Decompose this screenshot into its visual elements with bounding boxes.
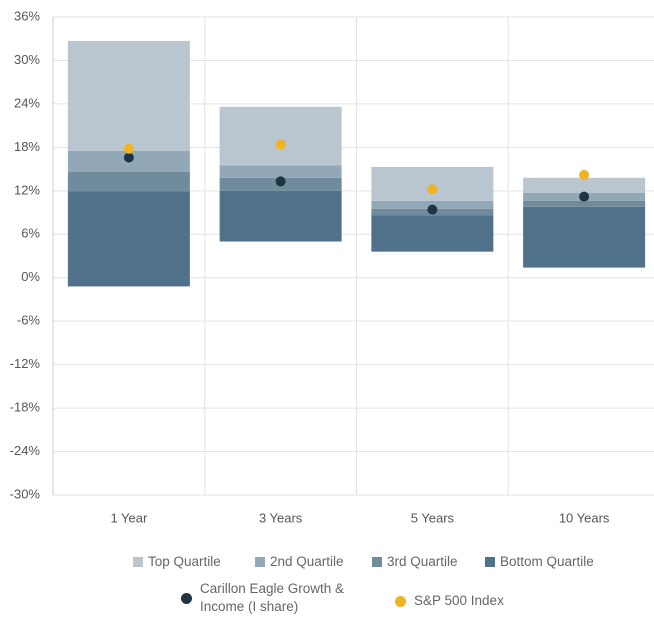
bar-segment bbox=[67, 191, 190, 287]
legend-item: Carillon Eagle Growth & Income (I share) bbox=[181, 580, 360, 616]
y-tick-label: -24% bbox=[10, 443, 41, 458]
bar-segment bbox=[219, 106, 342, 166]
legend-swatch bbox=[181, 592, 192, 604]
y-tick-label: 6% bbox=[21, 226, 40, 241]
bar-segment bbox=[371, 166, 494, 201]
point bbox=[579, 191, 590, 202]
legend-label: 2nd Quartile bbox=[270, 554, 344, 569]
y-tick-label: 30% bbox=[14, 52, 40, 67]
point bbox=[427, 184, 438, 195]
y-tick-label: -12% bbox=[10, 356, 41, 371]
legend-item: 2nd Quartile bbox=[255, 553, 344, 571]
bar-segment bbox=[67, 40, 190, 151]
legend-item: Bottom Quartile bbox=[485, 553, 594, 571]
y-tick-label: -30% bbox=[10, 486, 41, 501]
y-tick-label: -6% bbox=[17, 313, 41, 328]
chart: -30% -24% -18% -12% -6% 0% 6% 12% 18% 24% 30% 36% 1 … bbox=[10, 8, 654, 525]
y-tick-label: 12% bbox=[14, 182, 40, 197]
bar-segment bbox=[523, 200, 646, 207]
legend-item: Top Quartile bbox=[133, 553, 221, 571]
x-tick-label: 5 Years bbox=[411, 510, 455, 525]
bar-segment bbox=[523, 177, 646, 193]
legend-item: S&P 500 Index bbox=[395, 592, 504, 610]
y-tick-label: 24% bbox=[14, 95, 40, 110]
y-tick-label: -18% bbox=[10, 400, 41, 415]
x-tick-label: 1 Year bbox=[110, 510, 148, 525]
x-tick-label: 3 Years bbox=[259, 510, 303, 525]
legend-label: Top Quartile bbox=[148, 554, 221, 569]
y-tick-label: 36% bbox=[14, 8, 40, 23]
y-tick-label: 0% bbox=[21, 269, 40, 284]
bar-segment bbox=[219, 190, 342, 242]
legend-item: 3rd Quartile bbox=[372, 553, 458, 571]
legend-swatch bbox=[133, 557, 143, 567]
y-tick-label: 18% bbox=[14, 139, 40, 154]
bar-segment bbox=[523, 206, 646, 268]
point bbox=[123, 143, 134, 154]
bar-segment bbox=[67, 171, 190, 192]
legend-label: Carillon Eagle Growth & Income (I share) bbox=[200, 581, 345, 614]
point bbox=[427, 204, 438, 215]
legend-swatch bbox=[372, 557, 382, 567]
legend-label: Bottom Quartile bbox=[500, 554, 594, 569]
legend-label: S&P 500 Index bbox=[414, 593, 504, 608]
point bbox=[579, 169, 590, 180]
point bbox=[123, 152, 134, 163]
point bbox=[275, 139, 286, 150]
legend-swatch bbox=[395, 595, 406, 607]
bar-segment bbox=[371, 215, 494, 252]
x-tick-label: 10 Years bbox=[559, 510, 610, 525]
bar-segment bbox=[219, 165, 342, 178]
point bbox=[275, 176, 286, 187]
legend-swatch bbox=[255, 557, 265, 567]
legend-label: 3rd Quartile bbox=[387, 554, 458, 569]
legend-swatch bbox=[485, 557, 495, 567]
